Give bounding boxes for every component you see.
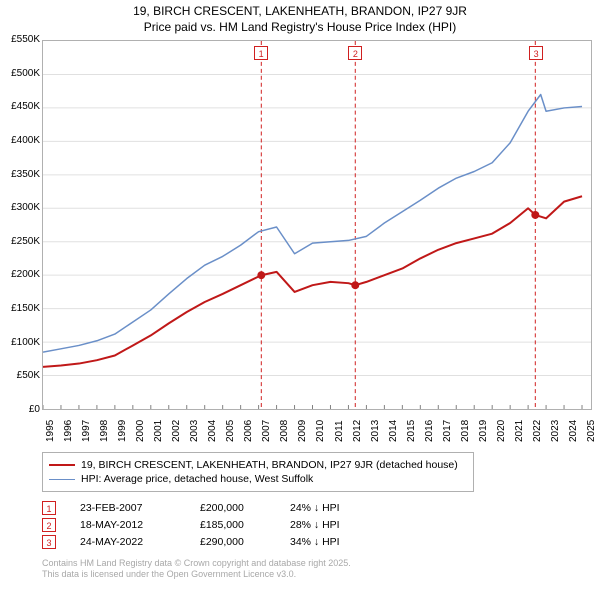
legend-label-1: 19, BIRCH CRESCENT, LAKENHEATH, BRANDON,… <box>81 459 458 471</box>
y-tick-label: £400K <box>0 135 40 146</box>
event-row-3: 3 24-MAY-2022 £290,000 34% ↓ HPI <box>42 535 390 549</box>
attribution-line-1: Contains HM Land Registry data © Crown c… <box>42 558 351 569</box>
x-tick-label: 2004 <box>207 420 218 442</box>
y-tick-label: £250K <box>0 236 40 247</box>
legend-swatch-1 <box>49 464 75 466</box>
x-tick-label: 2012 <box>352 420 363 442</box>
event-row-2: 2 18-MAY-2012 £185,000 28% ↓ HPI <box>42 518 390 532</box>
x-tick-label: 2018 <box>460 420 471 442</box>
y-tick-label: £50K <box>0 370 40 381</box>
x-tick-label: 2016 <box>424 420 435 442</box>
chart-plot-area <box>42 40 592 410</box>
event-marker-1: 1 <box>42 501 56 515</box>
event-line-marker: 2 <box>348 46 362 60</box>
x-tick-label: 2011 <box>334 420 345 442</box>
x-tick-label: 2009 <box>297 420 308 442</box>
x-tick-label: 1995 <box>45 420 56 442</box>
event-date-1: 23-FEB-2007 <box>80 502 200 514</box>
x-tick-label: 2001 <box>153 420 164 442</box>
title-line-1: 19, BIRCH CRESCENT, LAKENHEATH, BRANDON,… <box>0 4 600 18</box>
event-diff-3: 34% ↓ HPI <box>290 536 390 548</box>
event-diff-2: 28% ↓ HPI <box>290 519 390 531</box>
legend-label-2: HPI: Average price, detached house, West… <box>81 473 313 485</box>
legend-item-hpi: HPI: Average price, detached house, West… <box>49 473 467 485</box>
x-tick-label: 2024 <box>568 420 579 442</box>
x-tick-label: 2019 <box>478 420 489 442</box>
x-tick-label: 2025 <box>586 420 597 442</box>
x-tick-label: 1998 <box>99 420 110 442</box>
x-tick-label: 2022 <box>532 420 543 442</box>
event-line-marker: 1 <box>254 46 268 60</box>
x-tick-label: 2017 <box>442 420 453 442</box>
x-tick-label: 2006 <box>243 420 254 442</box>
event-date-2: 18-MAY-2012 <box>80 519 200 531</box>
attribution: Contains HM Land Registry data © Crown c… <box>42 558 351 581</box>
legend-swatch-2 <box>49 479 75 480</box>
x-tick-label: 1999 <box>117 420 128 442</box>
x-tick-label: 2010 <box>315 420 326 442</box>
y-tick-label: £150K <box>0 303 40 314</box>
event-price-2: £185,000 <box>200 519 290 531</box>
event-date-3: 24-MAY-2022 <box>80 536 200 548</box>
x-tick-label: 1997 <box>81 420 92 442</box>
x-tick-label: 1996 <box>63 420 74 442</box>
chart-svg <box>43 41 591 409</box>
event-price-3: £290,000 <box>200 536 290 548</box>
event-line-marker: 3 <box>529 46 543 60</box>
title-line-2: Price paid vs. HM Land Registry's House … <box>0 20 600 34</box>
x-tick-label: 2020 <box>496 420 507 442</box>
y-tick-label: £200K <box>0 269 40 280</box>
event-price-1: £200,000 <box>200 502 290 514</box>
legend-item-price-paid: 19, BIRCH CRESCENT, LAKENHEATH, BRANDON,… <box>49 459 467 471</box>
x-tick-label: 2007 <box>261 420 272 442</box>
y-tick-label: £300K <box>0 202 40 213</box>
x-tick-label: 2014 <box>388 420 399 442</box>
y-tick-label: £0 <box>0 404 40 415</box>
x-tick-label: 2003 <box>189 420 200 442</box>
event-marker-3: 3 <box>42 535 56 549</box>
x-tick-label: 2000 <box>135 420 146 442</box>
y-tick-label: £350K <box>0 169 40 180</box>
legend: 19, BIRCH CRESCENT, LAKENHEATH, BRANDON,… <box>42 452 474 492</box>
chart-title: 19, BIRCH CRESCENT, LAKENHEATH, BRANDON,… <box>0 0 600 36</box>
y-tick-label: £450K <box>0 101 40 112</box>
x-tick-label: 2013 <box>370 420 381 442</box>
x-tick-label: 2005 <box>225 420 236 442</box>
y-tick-label: £100K <box>0 337 40 348</box>
x-tick-label: 2023 <box>550 420 561 442</box>
event-diff-1: 24% ↓ HPI <box>290 502 390 514</box>
event-marker-2: 2 <box>42 518 56 532</box>
x-tick-label: 2008 <box>279 420 290 442</box>
x-tick-label: 2021 <box>514 420 525 442</box>
event-row-1: 1 23-FEB-2007 £200,000 24% ↓ HPI <box>42 501 390 515</box>
y-tick-label: £500K <box>0 68 40 79</box>
events-table: 1 23-FEB-2007 £200,000 24% ↓ HPI 2 18-MA… <box>42 498 390 552</box>
x-tick-label: 2015 <box>406 420 417 442</box>
y-tick-label: £550K <box>0 34 40 45</box>
attribution-line-2: This data is licensed under the Open Gov… <box>42 569 351 580</box>
x-tick-label: 2002 <box>171 420 182 442</box>
